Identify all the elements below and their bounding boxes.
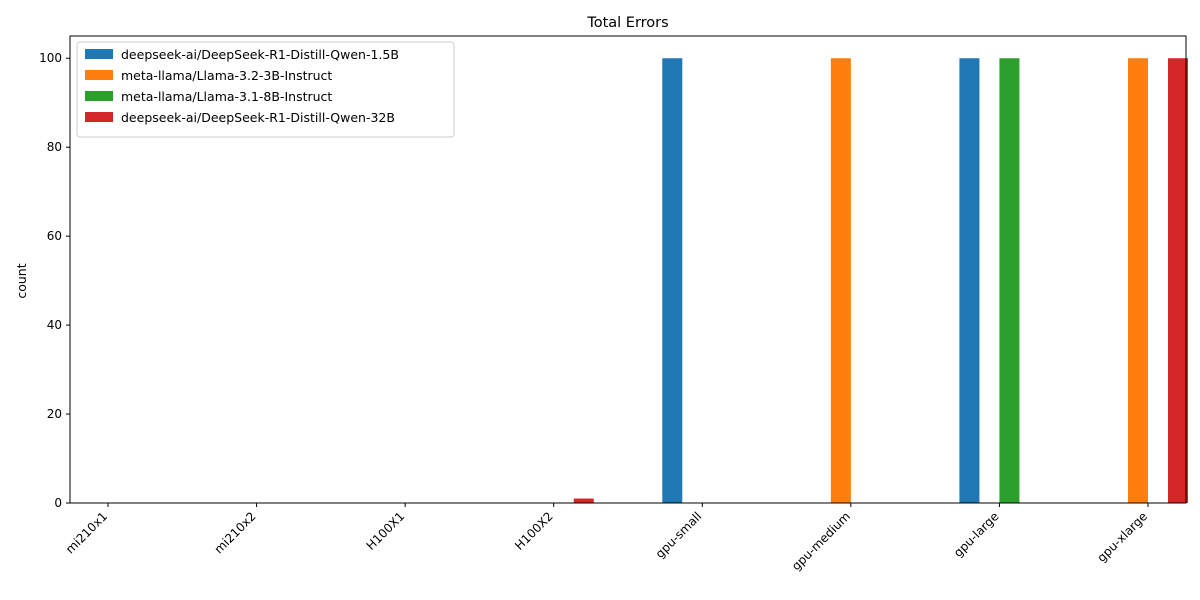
legend-label: deepseek-ai/DeepSeek-R1-Distill-Qwen-1.5… <box>121 47 399 62</box>
x-tick-label: gpu-small <box>653 509 705 561</box>
bar-gpu-small-series-1 <box>662 58 683 503</box>
plot-area-frame <box>69 35 1187 504</box>
chart-title: Total Errors <box>586 15 668 31</box>
legend-label: meta-llama/Llama-3.2-3B-Instruct <box>121 68 332 83</box>
bar-gpu-xlarge-series-4 <box>1168 58 1188 503</box>
x-axis: mi210x1 mi210x2 H100X1 H100X2 gpu-small gpu-m… <box>63 503 1150 573</box>
legend-label: deepseek-ai/DeepSeek-R1-Distill-Qwen-32B <box>121 110 395 125</box>
bar-gpu-large-series-3 <box>999 58 1020 503</box>
legend-swatch <box>85 49 113 59</box>
bar-gpu-large-series-1 <box>959 58 980 503</box>
y-tick-label: 0 <box>54 496 62 510</box>
bar-H100X2-series-4 <box>573 498 594 503</box>
x-tick-label: mi210x2 <box>212 509 259 556</box>
x-tick-label: H100X1 <box>364 509 408 553</box>
y-tick-label: 20 <box>47 407 62 421</box>
x-tick-label: mi210x1 <box>63 509 110 556</box>
y-axis-label: count <box>14 263 29 298</box>
legend-label: meta-llama/Llama-3.1-8B-Instruct <box>121 89 332 104</box>
x-tick-label: H100X2 <box>512 509 556 553</box>
bar-gpu-xlarge-series-2 <box>1128 58 1148 503</box>
x-tick-label: gpu-xlarge <box>1094 509 1150 565</box>
legend-swatch <box>85 70 113 80</box>
legend: deepseek-ai/DeepSeek-R1-Distill-Qwen-1.5… <box>76 41 455 138</box>
x-tick-label: gpu-medium <box>789 509 853 573</box>
legend-swatch <box>85 112 113 122</box>
bars-group <box>573 58 1188 503</box>
bar-gpu-medium-series-2 <box>830 58 851 503</box>
y-tick-label: 40 <box>47 318 62 332</box>
y-axis: 0 20 40 60 80 100 <box>39 51 70 510</box>
legend-swatch <box>85 91 113 101</box>
legend-box <box>76 41 455 138</box>
y-tick-label: 60 <box>47 229 62 243</box>
x-tick-label: gpu-large <box>951 509 1002 560</box>
y-tick-label: 100 <box>39 51 62 65</box>
y-tick-label: 80 <box>47 140 62 154</box>
